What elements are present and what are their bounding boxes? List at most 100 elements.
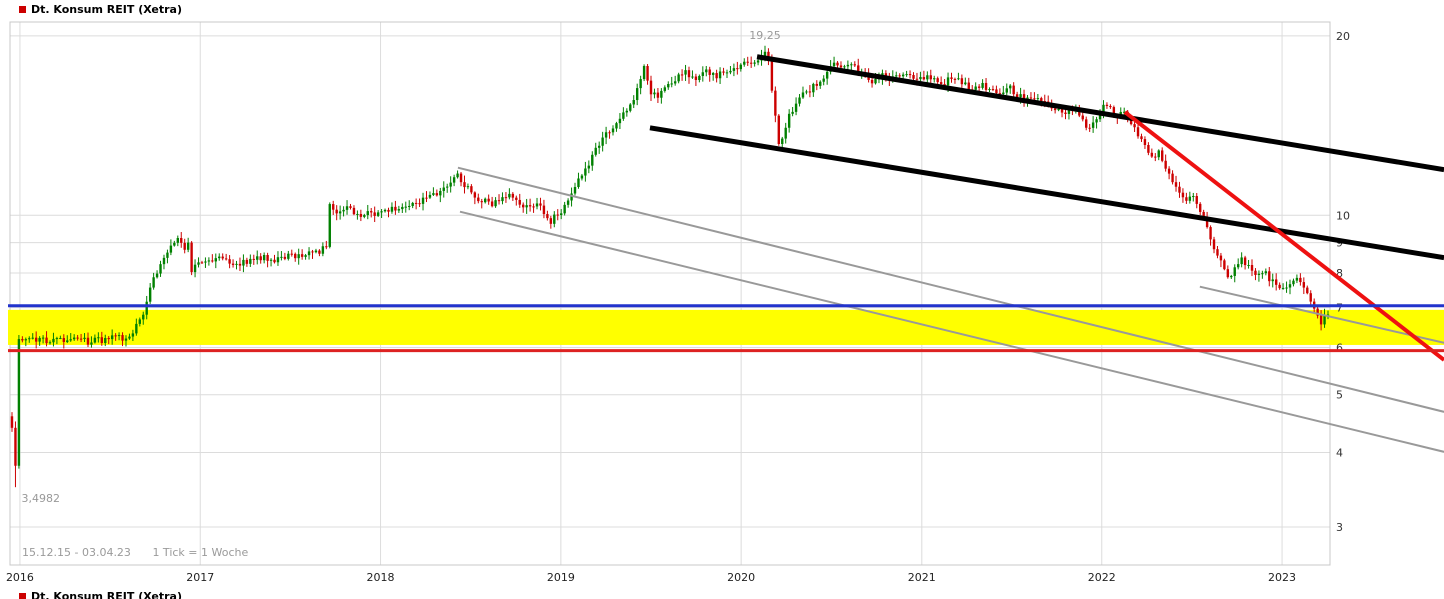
candle-body bbox=[1230, 275, 1233, 278]
candle-body bbox=[338, 211, 342, 214]
year-label: 2017 bbox=[186, 571, 214, 584]
price-tick-label: 7 bbox=[1336, 302, 1343, 315]
candle-body bbox=[933, 78, 936, 80]
candle-body bbox=[926, 75, 929, 80]
candle-body bbox=[836, 62, 839, 66]
candle-body bbox=[1323, 315, 1326, 325]
candle-body bbox=[895, 75, 898, 77]
candle-body bbox=[463, 182, 466, 188]
candle-body bbox=[580, 175, 584, 179]
candle-body bbox=[328, 204, 331, 247]
candle-body bbox=[656, 92, 660, 98]
candle-body bbox=[556, 214, 559, 216]
candle-body bbox=[1302, 282, 1306, 288]
candle-body bbox=[649, 80, 653, 95]
candle-body bbox=[1181, 192, 1185, 198]
candle-body bbox=[850, 64, 853, 66]
candle-body bbox=[1033, 98, 1036, 100]
candle-body bbox=[155, 273, 159, 278]
candle-body bbox=[832, 62, 836, 67]
candle-body bbox=[953, 78, 957, 80]
candle-body bbox=[1195, 196, 1198, 204]
candle-body bbox=[912, 75, 915, 79]
candle-body bbox=[266, 255, 269, 261]
candle-body bbox=[791, 111, 794, 114]
candle-body bbox=[573, 187, 577, 194]
candle-body bbox=[846, 64, 850, 67]
candle-body bbox=[587, 165, 591, 169]
candle-body bbox=[280, 256, 283, 258]
candle-body bbox=[901, 74, 905, 77]
candle-body bbox=[743, 61, 746, 65]
candle-body bbox=[673, 81, 677, 84]
year-label: 2020 bbox=[727, 571, 755, 584]
candle-body bbox=[1250, 265, 1254, 271]
candle-body bbox=[397, 209, 401, 211]
candle-body bbox=[62, 338, 66, 342]
candle-body bbox=[228, 259, 231, 264]
candle-body bbox=[539, 203, 542, 206]
candle-body bbox=[870, 79, 874, 84]
candle-body bbox=[1105, 104, 1109, 106]
candle-body bbox=[300, 254, 304, 257]
bottom-legend-swatch-icon bbox=[19, 593, 26, 599]
candle-body bbox=[525, 205, 528, 208]
candle-body bbox=[231, 263, 235, 265]
candle-body bbox=[1209, 227, 1212, 240]
candle-body bbox=[45, 337, 48, 344]
candle-body bbox=[1285, 287, 1288, 289]
candle-body bbox=[421, 197, 425, 204]
candle-body bbox=[705, 69, 708, 73]
candle-body bbox=[749, 62, 753, 64]
candle-body bbox=[110, 335, 114, 340]
candle-body bbox=[905, 74, 908, 76]
candle-body bbox=[69, 339, 72, 341]
candle-body bbox=[1243, 257, 1247, 266]
candle-body bbox=[939, 82, 943, 85]
series-legend: Dt. Konsum REIT (Xetra) bbox=[19, 3, 182, 16]
candle-body bbox=[1295, 277, 1299, 281]
candle-body bbox=[249, 258, 252, 264]
candle-body bbox=[898, 75, 901, 77]
candle-body bbox=[784, 127, 787, 139]
candle-body bbox=[345, 206, 349, 210]
candle-body bbox=[698, 75, 701, 80]
candle-body bbox=[55, 338, 59, 340]
candle-body bbox=[981, 82, 984, 88]
candle-body bbox=[190, 242, 193, 273]
candle-body bbox=[1319, 315, 1323, 325]
candle-body bbox=[1123, 111, 1126, 113]
year-label: 2016 bbox=[6, 571, 34, 584]
candle-body bbox=[52, 338, 55, 343]
candle-body bbox=[1202, 211, 1205, 219]
candle-body bbox=[83, 337, 86, 339]
candle-body bbox=[207, 260, 211, 262]
candle-body bbox=[1015, 94, 1019, 98]
candle-body bbox=[404, 206, 407, 208]
candle-body bbox=[670, 83, 673, 85]
price-tick-label: 3 bbox=[1336, 521, 1343, 534]
candle-body bbox=[1133, 124, 1136, 128]
candle-body bbox=[235, 263, 238, 265]
candle-body bbox=[1212, 239, 1216, 250]
candle-body bbox=[511, 193, 515, 198]
candle-body bbox=[480, 201, 483, 203]
candle-body bbox=[604, 132, 608, 138]
candle-body bbox=[48, 342, 52, 344]
year-label: 2021 bbox=[908, 571, 936, 584]
candle-body bbox=[435, 193, 439, 196]
candle-body bbox=[988, 89, 991, 91]
candle-body bbox=[307, 251, 311, 256]
candle-body bbox=[815, 83, 818, 86]
candle-body bbox=[1109, 105, 1112, 108]
price-tick-label: 20 bbox=[1336, 30, 1350, 43]
candle-body bbox=[546, 214, 549, 219]
candle-body bbox=[642, 66, 646, 80]
candle-body bbox=[1261, 273, 1264, 275]
candle-body bbox=[211, 260, 214, 262]
year-label: 2019 bbox=[547, 571, 575, 584]
bottom-legend: Dt. Konsum REIT (Xetra) bbox=[19, 592, 182, 599]
candle-body bbox=[59, 338, 62, 340]
candle-body bbox=[1299, 277, 1302, 283]
